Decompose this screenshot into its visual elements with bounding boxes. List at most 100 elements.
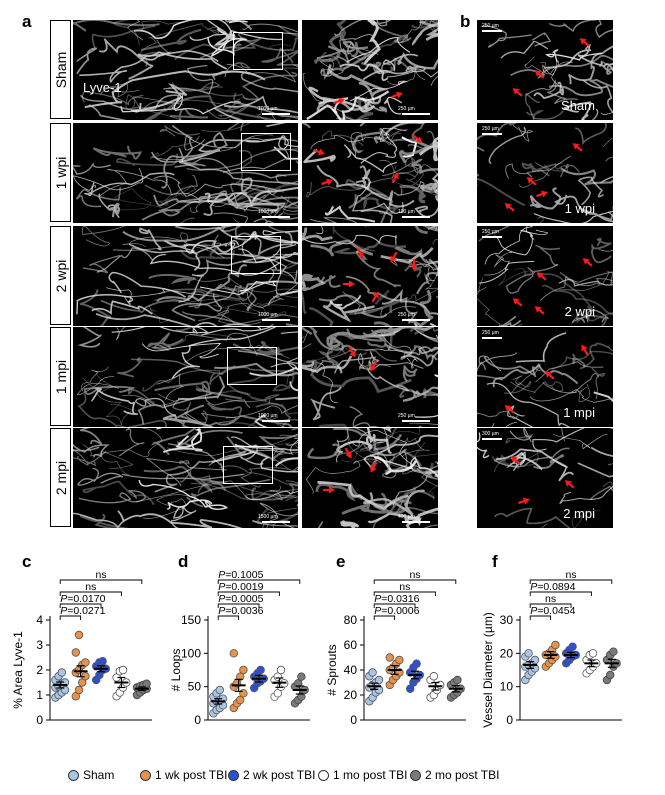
- y-axis-label: Vessel Diameter (µm): [481, 612, 495, 728]
- vessel-trace: [376, 129, 409, 146]
- vessel-trace: [390, 259, 435, 282]
- data-point: [215, 685, 224, 695]
- vessel-trace: [326, 327, 408, 350]
- vessel-trace: [414, 328, 438, 340]
- significance-label: P=0.0019: [218, 581, 263, 593]
- data-point: [142, 679, 151, 688]
- y-tick-label: 50: [188, 680, 202, 694]
- vessel-trace: [121, 473, 245, 481]
- vessel-trace: [310, 239, 374, 257]
- scale-bar: [482, 30, 502, 32]
- red-arrow-icon: [512, 298, 523, 307]
- vessel-trace: [250, 196, 298, 207]
- vessel-trace: [133, 96, 184, 113]
- significance-label: ns: [409, 569, 420, 581]
- vessel-trace: [360, 428, 398, 451]
- vessel-trace: [477, 123, 518, 152]
- vessel-trace: [602, 481, 613, 488]
- vessel-trace: [279, 261, 298, 271]
- zoom-region-box: [233, 32, 283, 70]
- panel-letter-f: f: [492, 552, 498, 571]
- scale-bar: [402, 319, 430, 321]
- scale-bar-label: 1000 µm: [258, 209, 278, 215]
- vessel-trace: [374, 289, 390, 306]
- vessel-trace: [398, 139, 430, 164]
- legend-label: Sham: [83, 768, 115, 782]
- vessel-trace: [177, 429, 243, 447]
- data-point: [588, 649, 598, 658]
- vessel-trace: [127, 20, 144, 41]
- y-tick-label: 3: [36, 638, 43, 652]
- vessel-trace: [117, 357, 143, 378]
- significance-label: ns: [565, 569, 576, 581]
- vessel-trace: [179, 246, 235, 260]
- vessel-trace: [77, 327, 102, 348]
- legend-swatch: [140, 770, 151, 782]
- vessel-trace: [116, 153, 179, 167]
- vessel-trace: [275, 251, 298, 259]
- timepoint-label: 1 wpi: [564, 201, 595, 216]
- legend-item: Sham: [68, 768, 114, 782]
- vessel-trace: [607, 463, 613, 466]
- vessel-trace: [84, 172, 175, 197]
- vessel-trace: [524, 92, 564, 120]
- vessel-trace: [545, 43, 613, 72]
- vessel-trace: [492, 363, 579, 388]
- y-tick-label: 40: [344, 663, 358, 677]
- vessel-trace: [586, 309, 609, 323]
- vessel-trace: [73, 512, 126, 528]
- vessel-trace: [591, 367, 606, 400]
- significance-bracket: [373, 591, 436, 596]
- vessel-trace: [427, 484, 438, 501]
- significance-bracket: [59, 615, 82, 620]
- scale-bar: [482, 337, 502, 339]
- vessel-trace: [219, 465, 298, 502]
- vessel-trace: [302, 234, 397, 245]
- vessel-trace: [111, 327, 210, 334]
- micrograph-image: 100 µm: [302, 123, 438, 223]
- red-arrow-icon: [579, 38, 590, 47]
- vessel-trace: [309, 217, 358, 223]
- vessel-trace: [495, 448, 575, 482]
- vessel-trace: [82, 428, 163, 457]
- vessel-trace: [91, 300, 153, 315]
- vessel-trace: [148, 273, 196, 285]
- red-arrow-icon: [321, 178, 333, 186]
- vessel-trace: [203, 193, 286, 216]
- red-arrow-icon: [526, 177, 537, 186]
- significance-bracket: [59, 579, 143, 584]
- vessel-trace: [559, 485, 613, 505]
- vessel-trace: [414, 414, 438, 418]
- vessel-trace: [82, 255, 120, 274]
- scale-bar: [262, 216, 290, 218]
- vessel-trace: [500, 40, 549, 59]
- data-point: [74, 685, 84, 695]
- vessel-trace: [493, 507, 571, 528]
- vessel-trace: [534, 245, 561, 266]
- vessel-trace: [147, 332, 184, 351]
- vessel-trace: [524, 56, 547, 73]
- vessel-trace: [198, 309, 298, 326]
- red-arrow-icon: [512, 88, 523, 97]
- vessel-trace: [388, 327, 394, 350]
- panel-letter-b: b: [460, 12, 471, 31]
- vessel-trace: [79, 49, 219, 84]
- vessel-trace: [318, 349, 343, 374]
- red-arrow-icon: [343, 280, 355, 288]
- vessel-trace: [163, 428, 203, 453]
- y-tick-label: 0: [194, 713, 201, 727]
- significance-bracket: [529, 603, 572, 608]
- significance-label: ns: [545, 593, 556, 605]
- data-point: [57, 668, 66, 677]
- vessel-trace: [591, 108, 599, 120]
- vessel-trace: [432, 136, 438, 162]
- vessel-trace: [76, 47, 98, 75]
- vessel-trace: [364, 20, 381, 65]
- vessel-trace: [531, 32, 552, 47]
- vessel-trace: [280, 290, 298, 296]
- vessel-trace: [363, 489, 425, 516]
- vessel-trace: [154, 298, 287, 318]
- vessel-trace: [208, 437, 298, 466]
- vessel-trace: [336, 20, 347, 37]
- vessel-trace: [73, 20, 160, 32]
